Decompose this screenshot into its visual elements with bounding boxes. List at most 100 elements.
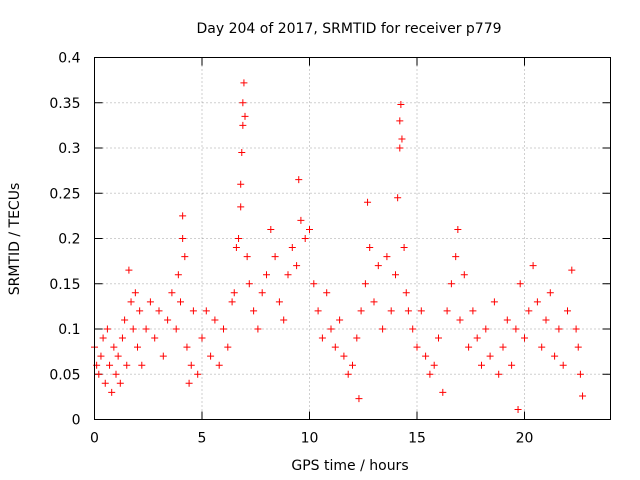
- y-axis-label: SRMTID / TECUs: [7, 183, 23, 296]
- data-point: [551, 352, 559, 360]
- data-point: [215, 361, 223, 369]
- data-point: [123, 361, 131, 369]
- data-point: [454, 225, 462, 233]
- data-point: [525, 307, 533, 315]
- data-point: [392, 271, 399, 279]
- data-point: [237, 180, 245, 188]
- data-point: [301, 235, 309, 242]
- data-point: [546, 289, 554, 297]
- data-point: [417, 307, 425, 315]
- data-point: [465, 343, 473, 351]
- data-point: [172, 325, 180, 333]
- data-point: [579, 392, 587, 400]
- data-point: [396, 117, 404, 125]
- data-point: [374, 262, 382, 270]
- data-point: [239, 99, 247, 107]
- data-point: [183, 343, 191, 351]
- data-point: [235, 235, 243, 242]
- data-point: [134, 343, 141, 351]
- data-point: [572, 325, 580, 333]
- data-point: [503, 316, 511, 324]
- data-point: [280, 316, 288, 324]
- data-point: [202, 307, 210, 315]
- data-point: [95, 370, 103, 378]
- data-point: [398, 135, 406, 143]
- data-point: [103, 325, 111, 333]
- data-point: [430, 361, 438, 369]
- data-point: [240, 79, 248, 87]
- data-point: [576, 370, 584, 378]
- data-point: [288, 244, 296, 252]
- data-point: [422, 352, 430, 360]
- data-point: [127, 298, 135, 306]
- data-point: [129, 325, 137, 333]
- data-point: [387, 307, 395, 315]
- data-point: [293, 262, 301, 270]
- y-tick-label: 0.4: [58, 51, 80, 67]
- data-point: [211, 316, 219, 324]
- data-point: [499, 343, 507, 351]
- data-point: [177, 298, 184, 306]
- data-point: [110, 343, 118, 351]
- data-point: [174, 271, 182, 279]
- data-point: [185, 379, 193, 387]
- data-point: [364, 198, 372, 206]
- data-point: [514, 406, 522, 414]
- data-point: [97, 352, 105, 360]
- data-point: [142, 325, 150, 333]
- data-point: [490, 298, 498, 306]
- data-point: [220, 325, 227, 333]
- data-point: [512, 325, 520, 333]
- x-tick-label: 5: [198, 431, 207, 447]
- data-point: [478, 361, 485, 369]
- data-point: [336, 316, 344, 324]
- x-tick-label: 15: [408, 431, 426, 447]
- data-point: [456, 316, 464, 324]
- data-point: [402, 289, 410, 297]
- data-point: [224, 343, 232, 351]
- data-point: [318, 334, 326, 342]
- data-point: [267, 225, 275, 233]
- data-point: [237, 203, 245, 211]
- data-point: [99, 334, 107, 342]
- data-point: [568, 266, 576, 274]
- data-point: [136, 307, 144, 315]
- data-point: [187, 361, 195, 369]
- data-point: [447, 280, 455, 288]
- data-point: [232, 244, 240, 252]
- chart-title: Day 204 of 2017, SRMTID for receiver p77…: [196, 21, 501, 37]
- data-point: [426, 370, 434, 378]
- data-point: [486, 352, 494, 360]
- data-point: [146, 298, 154, 306]
- data-point: [179, 235, 187, 242]
- data-point: [349, 361, 356, 369]
- data-point: [379, 325, 387, 333]
- data-point: [413, 343, 421, 351]
- data-point: [508, 361, 516, 369]
- data-point: [118, 334, 126, 342]
- data-point: [397, 101, 405, 109]
- data-point: [106, 361, 114, 369]
- data-point: [559, 361, 567, 369]
- data-point: [409, 325, 417, 333]
- data-point: [460, 271, 468, 279]
- data-point: [198, 334, 206, 342]
- y-tick-label: 0.05: [49, 367, 80, 383]
- data-point: [435, 334, 442, 342]
- data-point: [238, 149, 246, 157]
- data-point: [121, 316, 129, 324]
- data-point: [125, 266, 133, 274]
- tick-labels: 0 5 10 15 20 0 0.05 0.1 0.15 0.2 0.25 0.3 0.35 0.4: [49, 51, 533, 447]
- data-point: [114, 352, 122, 360]
- data-point: [394, 194, 402, 202]
- data-point: [263, 271, 270, 279]
- data-point: [396, 144, 404, 152]
- data-point: [116, 379, 124, 387]
- data-point: [439, 388, 447, 396]
- data-point: [555, 325, 563, 333]
- data-point: [538, 343, 546, 351]
- x-axis-label: GPS time / hours: [291, 458, 408, 474]
- y-tick-label: 0: [72, 413, 81, 429]
- data-point: [314, 307, 322, 315]
